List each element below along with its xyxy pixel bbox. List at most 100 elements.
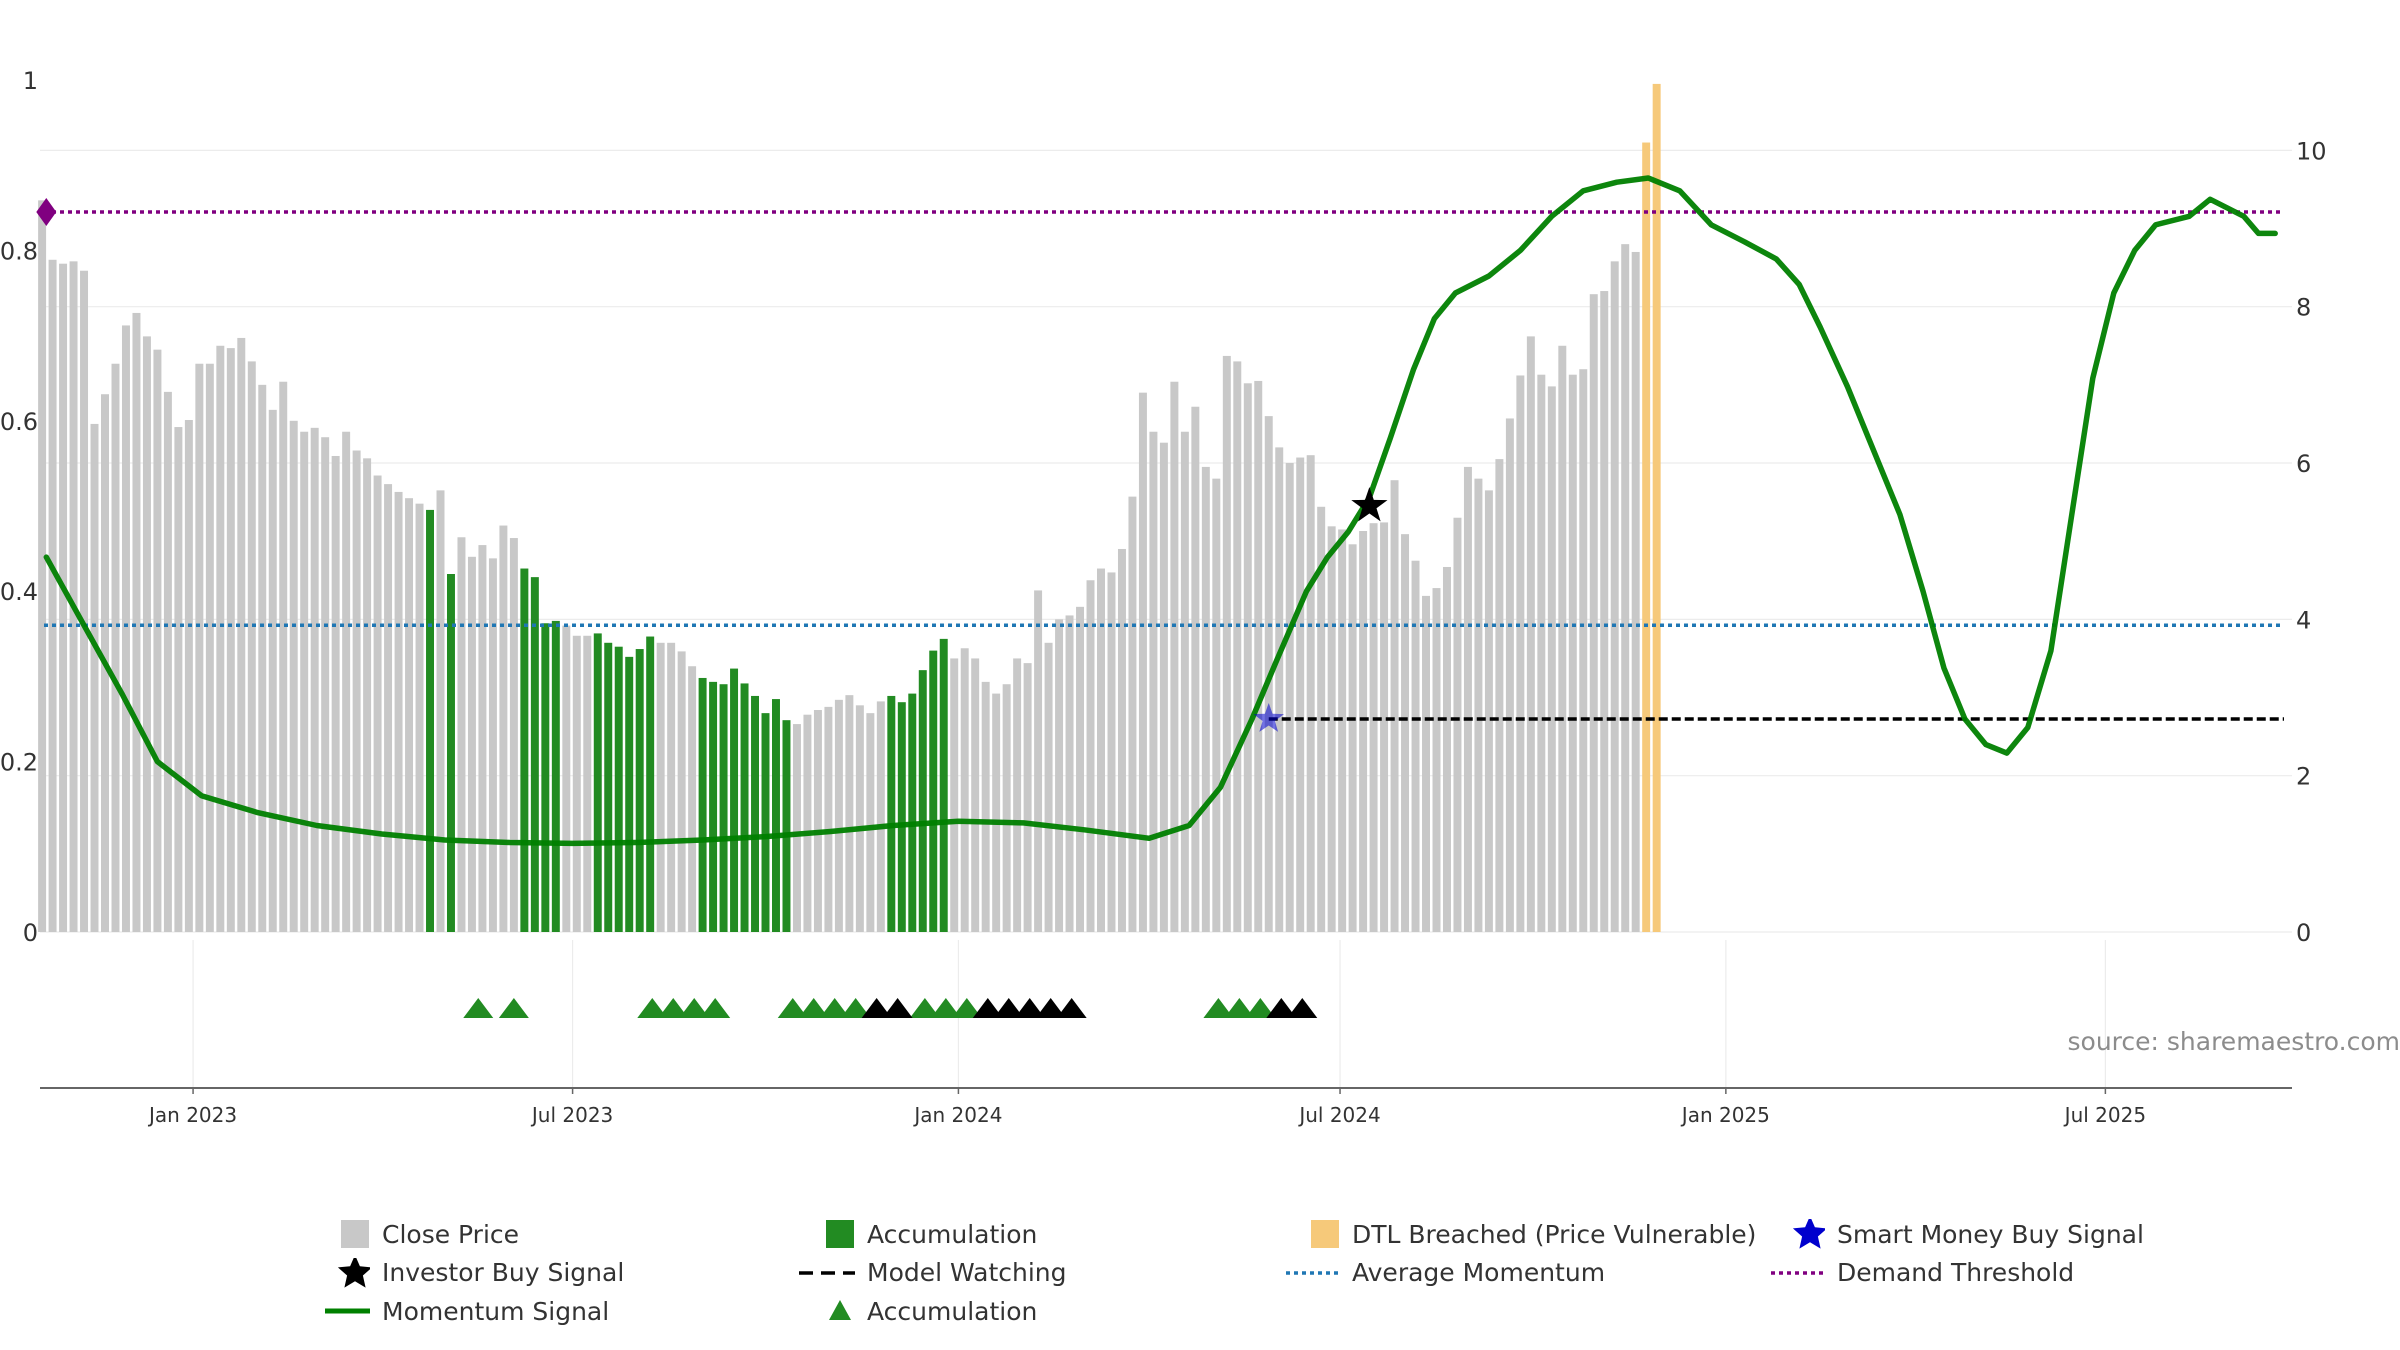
legend-label: Accumulation	[867, 1219, 1038, 1249]
model-watching-triangle	[1287, 998, 1318, 1018]
close-price-bar	[331, 455, 340, 932]
close-price-bar	[342, 431, 351, 932]
model-watching-triangle	[1035, 998, 1066, 1018]
accumulation-bar	[614, 646, 623, 932]
triangle-icon	[829, 1300, 851, 1321]
close-price-bar	[300, 431, 309, 932]
close-price-bar	[1432, 588, 1441, 932]
accumulation-triangle	[951, 998, 982, 1018]
close-price-bar	[1212, 478, 1221, 932]
accumulation-triangle	[819, 998, 850, 1018]
accumulation-bar	[887, 695, 896, 932]
right-y-tick-label: 4	[2296, 606, 2311, 634]
close-price-bar	[436, 490, 445, 932]
close-price-bar	[279, 381, 288, 933]
x-tick-label: Jan 2023	[147, 1103, 237, 1127]
model-watching-triangle	[1266, 998, 1297, 1018]
x-tick-label: Jan 2025	[1680, 1103, 1770, 1127]
close-price-bar	[1401, 534, 1410, 932]
accumulation-bar	[908, 693, 917, 932]
legend-item-accumulation-bar: Accumulation	[795, 1215, 1067, 1254]
close-price-bar	[1243, 383, 1252, 932]
accumulation-bar	[446, 574, 455, 932]
accumulation-bar	[551, 620, 560, 932]
close-price-bar	[1180, 431, 1189, 932]
close-price-bar	[457, 537, 466, 932]
accumulation-bar	[772, 699, 780, 932]
accumulation-bar	[719, 684, 728, 932]
close-price-bar	[1013, 658, 1022, 932]
close-price-bar	[289, 420, 298, 932]
close-price-bar	[1117, 548, 1126, 932]
close-price-bar	[1442, 566, 1451, 932]
close-price-bar	[1170, 381, 1179, 933]
legend-item-momentum-signal: Momentum Signal	[310, 1292, 624, 1331]
bars-layer	[38, 83, 1661, 933]
close-price-bar	[1547, 386, 1556, 932]
close-price-bar	[1128, 496, 1137, 932]
left-y-tick-label: 0	[23, 919, 38, 947]
accumulation-triangle	[777, 998, 808, 1018]
close-price-bar	[1390, 480, 1399, 932]
right-y-tick-label: 10	[2296, 137, 2327, 165]
legend: Close Price Investor Buy Signal Momentum…	[310, 1215, 2210, 1335]
accumulation-triangle	[658, 998, 689, 1018]
close-price-bar	[394, 491, 403, 932]
legend-label: Momentum Signal	[382, 1296, 610, 1326]
close-price-bar	[572, 635, 581, 932]
close-price-bar	[205, 363, 214, 932]
star-icon	[337, 1257, 370, 1288]
close-price-bar	[321, 437, 330, 932]
close-price-bar	[310, 427, 319, 932]
close-price-bar	[981, 681, 990, 932]
close-price-bar	[1411, 560, 1420, 932]
close-price-bar	[163, 391, 172, 932]
axes-layer: Jan 2023 Jul 2023 Jan 2024 Jul 2024 Jan 2025…	[0, 67, 2327, 1127]
left-y-tick-label: 0.8	[0, 237, 38, 265]
model-watching-triangle	[861, 998, 892, 1018]
accumulation-bar	[751, 695, 760, 932]
model-watching-triangle	[1056, 998, 1087, 1018]
left-y-tick-label: 0.4	[0, 578, 38, 606]
left-y-tick-label: 0.6	[0, 408, 38, 436]
close-price-bar	[1191, 406, 1200, 932]
close-price-bar	[216, 345, 225, 932]
smart-money-buy-signal-star	[1253, 703, 1284, 732]
right-y-tick-label: 2	[2296, 763, 2311, 791]
left-y-tick-label: 1	[23, 67, 38, 95]
close-price-bar	[1002, 684, 1011, 932]
square-swatch-icon	[341, 1220, 369, 1249]
dtl-breached-bar	[1652, 83, 1661, 932]
close-price-bar	[960, 648, 969, 932]
close-price-bar	[1600, 291, 1609, 932]
close-price-bar	[688, 666, 697, 932]
square-swatch-icon	[1311, 1220, 1339, 1249]
close-price-bar	[1159, 442, 1168, 932]
close-price-bar	[1380, 522, 1389, 932]
close-price-bar	[1254, 380, 1263, 932]
close-price-bar	[1526, 336, 1535, 932]
close-price-bar	[845, 695, 854, 932]
dash-swatch-icon	[799, 1271, 855, 1275]
close-price-bar	[1474, 478, 1483, 932]
right-y-tick-label: 6	[2296, 450, 2311, 478]
close-price-bar	[499, 525, 508, 932]
accumulation-triangle	[637, 998, 668, 1018]
legend-label: Investor Buy Signal	[382, 1258, 625, 1288]
x-tick-label: Jul 2024	[1297, 1103, 1380, 1127]
model-watching-triangle	[1014, 998, 1045, 1018]
close-price-bar	[950, 658, 959, 932]
close-price-bar	[90, 423, 99, 932]
close-price-bar	[971, 658, 980, 932]
close-price-bar	[363, 458, 372, 932]
legend-label: Close Price	[382, 1219, 520, 1249]
left-y-tick-label: 0.2	[0, 749, 38, 777]
close-price-bar	[992, 693, 1001, 932]
close-price-bar	[488, 558, 497, 932]
close-price-bar	[247, 361, 256, 932]
close-price-bar	[1327, 526, 1336, 932]
accumulation-triangle	[498, 998, 529, 1018]
dotted-swatch-icon	[1286, 1271, 1340, 1275]
accumulation-triangle	[679, 998, 710, 1018]
